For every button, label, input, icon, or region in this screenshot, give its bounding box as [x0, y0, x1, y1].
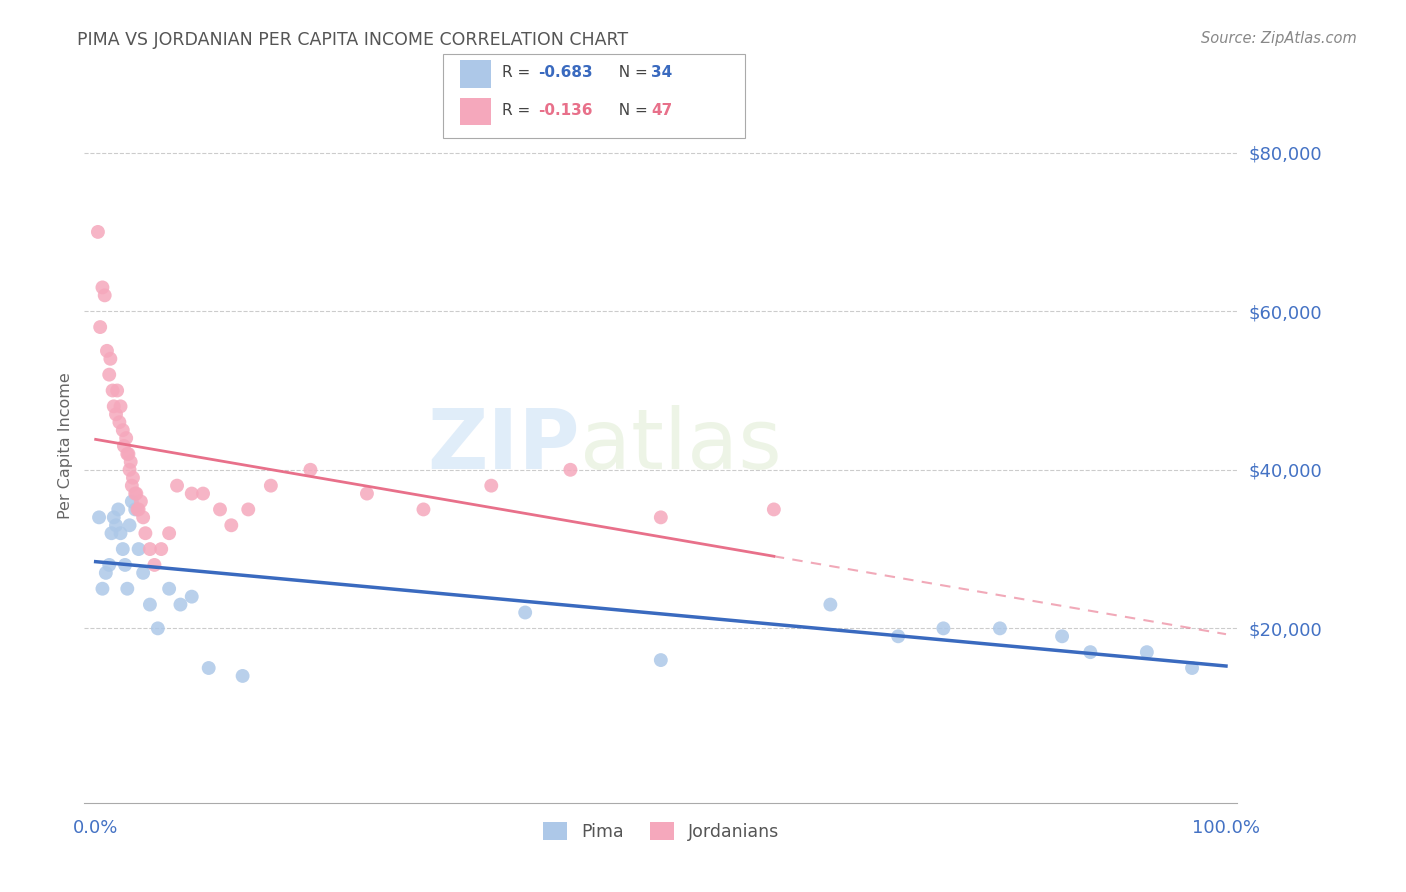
Point: [117, 447, 139, 461]
Point: [101, 384, 124, 398]
Point: [650, 653, 672, 667]
Point: [96, 343, 118, 358]
Point: [103, 400, 125, 414]
Point: [260, 478, 283, 492]
Point: [117, 582, 139, 596]
Point: [93, 288, 115, 302]
Point: [132, 566, 155, 580]
Point: [128, 542, 150, 557]
Point: [146, 621, 169, 635]
Text: ZIP: ZIP: [427, 406, 581, 486]
Point: [238, 502, 260, 516]
Point: [105, 407, 128, 421]
Point: [197, 661, 219, 675]
Point: [820, 598, 842, 612]
Text: Source: ZipAtlas.com: Source: ZipAtlas.com: [1201, 31, 1357, 46]
Point: [143, 558, 166, 572]
Point: [103, 510, 125, 524]
Point: [112, 439, 135, 453]
Point: [105, 384, 128, 398]
Point: [650, 510, 672, 524]
Point: [121, 478, 143, 492]
Point: [127, 502, 149, 516]
Point: [1181, 661, 1204, 675]
Point: [1136, 645, 1159, 659]
Point: [560, 463, 582, 477]
Point: [1078, 645, 1101, 659]
Point: [356, 486, 378, 500]
Point: [412, 502, 434, 516]
Point: [208, 502, 231, 516]
Text: R =: R =: [502, 65, 536, 80]
Point: [124, 502, 146, 516]
Point: [94, 566, 117, 580]
Point: [134, 526, 156, 541]
Point: [180, 590, 202, 604]
Point: [107, 502, 129, 516]
Point: [166, 478, 188, 492]
Point: [124, 486, 146, 500]
Point: [118, 463, 141, 477]
Text: PIMA VS JORDANIAN PER CAPITA INCOME CORRELATION CHART: PIMA VS JORDANIAN PER CAPITA INCOME CORR…: [77, 31, 628, 49]
Point: [479, 478, 502, 492]
Point: [299, 463, 322, 477]
Point: [118, 518, 141, 533]
Point: [89, 320, 111, 334]
Point: [110, 400, 132, 414]
Point: [120, 455, 142, 469]
Point: [98, 368, 121, 382]
Point: [105, 518, 128, 533]
Text: N =: N =: [609, 103, 652, 118]
Point: [87, 225, 110, 239]
Point: [515, 606, 537, 620]
Point: [108, 415, 131, 429]
Text: 34: 34: [651, 65, 672, 80]
Point: [121, 494, 143, 508]
Point: [110, 526, 132, 541]
Point: [988, 621, 1011, 635]
Point: [132, 510, 155, 524]
Point: [932, 621, 955, 635]
Point: [98, 558, 121, 572]
Point: [180, 486, 202, 500]
Point: [100, 526, 122, 541]
Point: [157, 582, 180, 596]
Point: [150, 542, 173, 557]
Point: [139, 598, 162, 612]
Y-axis label: Per Capita Income: Per Capita Income: [58, 373, 73, 519]
Text: N =: N =: [609, 65, 652, 80]
Text: -0.683: -0.683: [538, 65, 593, 80]
Point: [111, 542, 134, 557]
Text: atlas: atlas: [581, 406, 782, 486]
Point: [111, 423, 134, 437]
Point: [91, 582, 114, 596]
Point: [91, 280, 114, 294]
Point: [157, 526, 180, 541]
Point: [117, 447, 139, 461]
Point: [128, 502, 150, 516]
Text: R =: R =: [502, 103, 536, 118]
Point: [887, 629, 910, 643]
Point: [114, 558, 136, 572]
Point: [125, 486, 148, 500]
Point: [139, 542, 162, 557]
Legend: Pima, Jordanians: Pima, Jordanians: [536, 815, 786, 847]
Point: [122, 471, 145, 485]
Point: [1050, 629, 1073, 643]
Text: 47: 47: [651, 103, 672, 118]
Point: [191, 486, 214, 500]
Point: [762, 502, 785, 516]
Point: [87, 510, 110, 524]
Point: [221, 518, 243, 533]
Point: [232, 669, 254, 683]
Point: [115, 431, 138, 445]
Point: [169, 598, 191, 612]
Text: -0.136: -0.136: [538, 103, 593, 118]
Point: [129, 494, 152, 508]
Point: [98, 351, 121, 366]
